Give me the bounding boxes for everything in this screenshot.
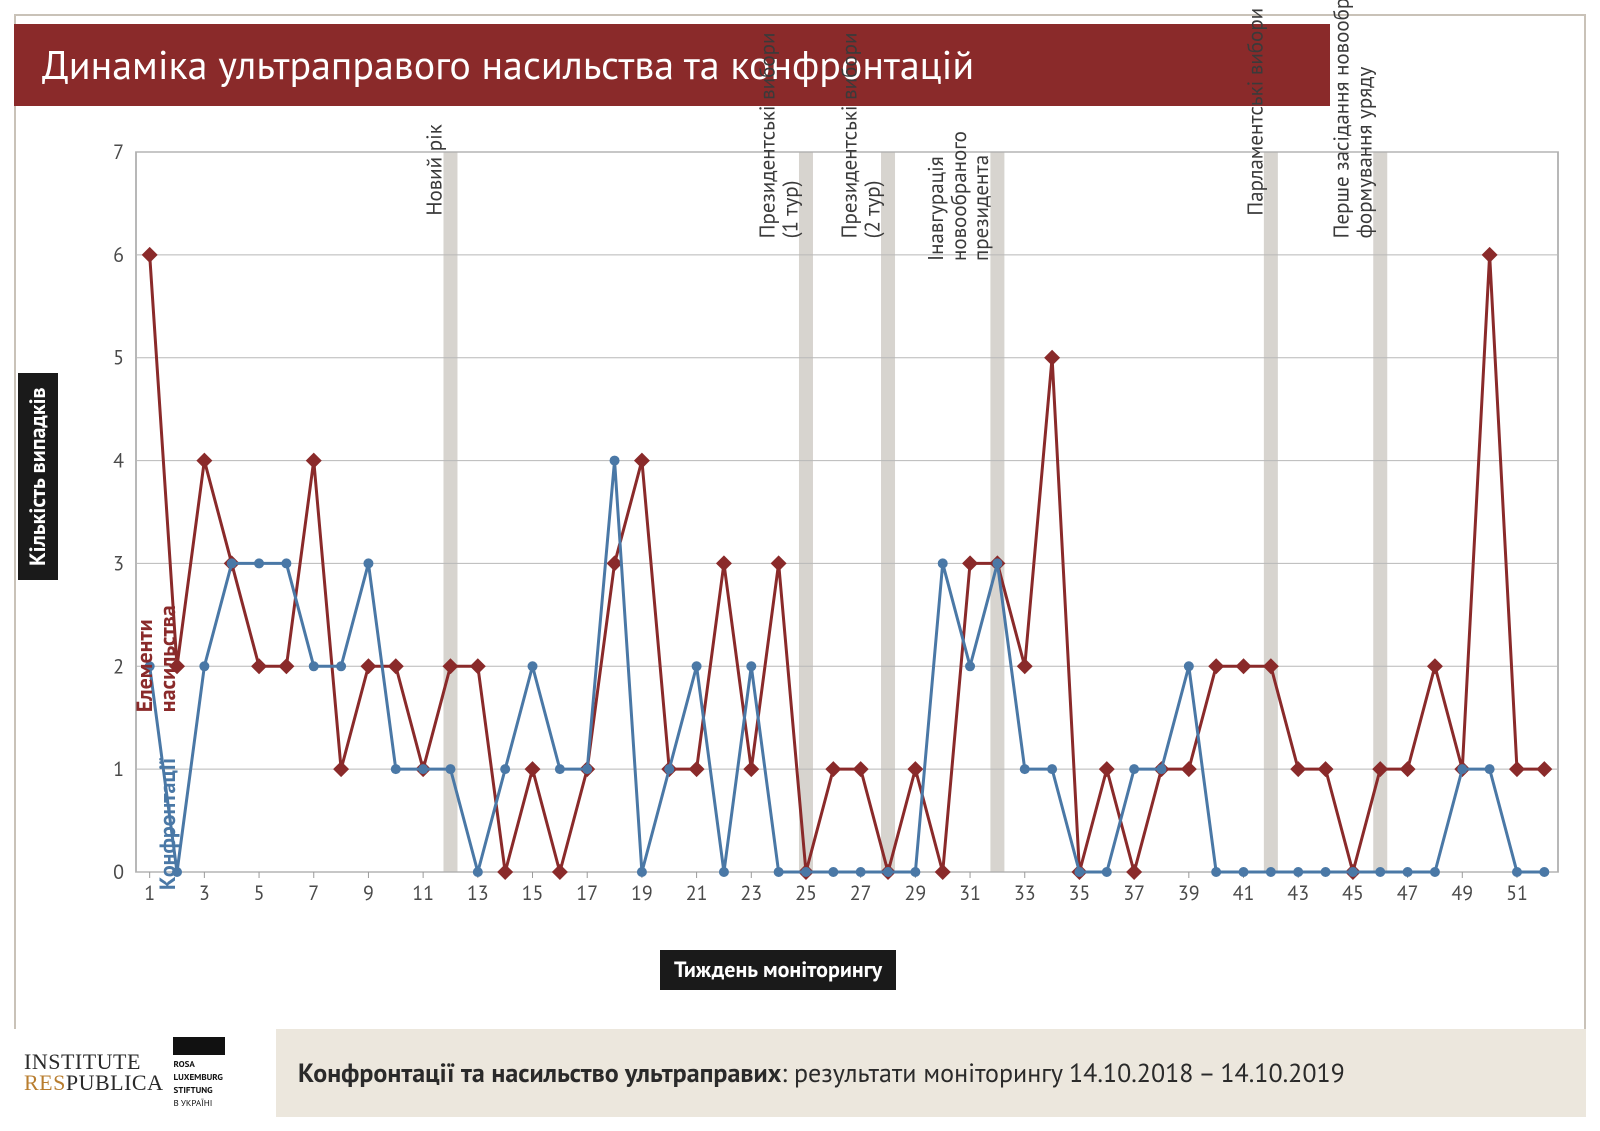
svg-text:1: 1 (113, 756, 124, 782)
event-label-new-year: Новий рік (424, 124, 447, 215)
series-label-confrontations: Конфронтації (157, 757, 180, 890)
svg-text:9: 9 (363, 880, 374, 906)
chart: 0123456713579111315171921232527293133353… (96, 140, 1572, 930)
svg-text:13: 13 (467, 880, 489, 906)
svg-text:7: 7 (308, 880, 319, 906)
svg-text:35: 35 (1069, 880, 1091, 906)
svg-text:15: 15 (522, 880, 544, 906)
svg-text:41: 41 (1233, 880, 1255, 906)
svg-text:0: 0 (113, 859, 124, 885)
svg-text:31: 31 (959, 880, 981, 906)
svg-text:39: 39 (1178, 880, 1200, 906)
event-label-inauguration: Інавгурація новообраного президента (925, 131, 993, 261)
page-title: Динаміка ультраправого насильства та кон… (14, 24, 1330, 106)
svg-text:29: 29 (904, 880, 926, 906)
svg-text:7: 7 (113, 140, 124, 165)
svg-text:25: 25 (795, 880, 817, 906)
event-label-election-r1: Президентські вибори (1 тур) (757, 33, 802, 239)
title-text: Динаміка ультраправого насильства та кон… (42, 39, 974, 91)
svg-text:19: 19 (631, 880, 653, 906)
svg-text:47: 47 (1397, 880, 1419, 906)
svg-text:5: 5 (113, 345, 124, 371)
logo-rls-block (173, 1037, 225, 1055)
svg-text:37: 37 (1123, 880, 1145, 906)
event-label-election-r2: Президентські вибори (2 тур) (839, 33, 884, 239)
logo-institute-respublica: INSTITUTE RESPUBLICA (24, 1052, 163, 1094)
svg-text:3: 3 (199, 880, 210, 906)
svg-text:3: 3 (113, 550, 124, 576)
svg-text:49: 49 (1451, 880, 1473, 906)
svg-text:11: 11 (412, 880, 434, 906)
y-axis-label: Кількість випадків (18, 373, 58, 580)
svg-text:6: 6 (113, 242, 124, 268)
event-label-first-session: Перше засідання новообраної ВРУ/ формува… (1331, 0, 1376, 238)
series-label-violence: Елементи насильства (134, 606, 180, 713)
svg-text:4: 4 (113, 448, 124, 474)
footer: INSTITUTE RESPUBLICA ROSA LUXEMBURG STIF… (14, 1029, 1586, 1117)
chart-svg: 0123456713579111315171921232527293133353… (96, 140, 1572, 930)
svg-text:23: 23 (740, 880, 762, 906)
svg-text:45: 45 (1342, 880, 1364, 906)
logo-rosa-luxemburg: ROSA LUXEMBURG STIFTUNG В УКРАЇНІ (173, 1037, 225, 1109)
event-label-parliament: Парламентські вибори (1244, 8, 1267, 216)
x-axis-label: Тиждень моніторингу (660, 950, 896, 990)
footer-logos: INSTITUTE RESPUBLICA ROSA LUXEMBURG STIF… (14, 1029, 276, 1117)
svg-text:21: 21 (686, 880, 708, 906)
svg-text:27: 27 (850, 880, 872, 906)
svg-text:2: 2 (113, 653, 124, 679)
svg-text:51: 51 (1506, 880, 1528, 906)
svg-text:17: 17 (576, 880, 598, 906)
svg-text:43: 43 (1287, 880, 1309, 906)
footer-caption: Конфронтації та насильство ультраправих:… (276, 1029, 1586, 1117)
svg-text:5: 5 (254, 880, 265, 906)
svg-text:33: 33 (1014, 880, 1036, 906)
